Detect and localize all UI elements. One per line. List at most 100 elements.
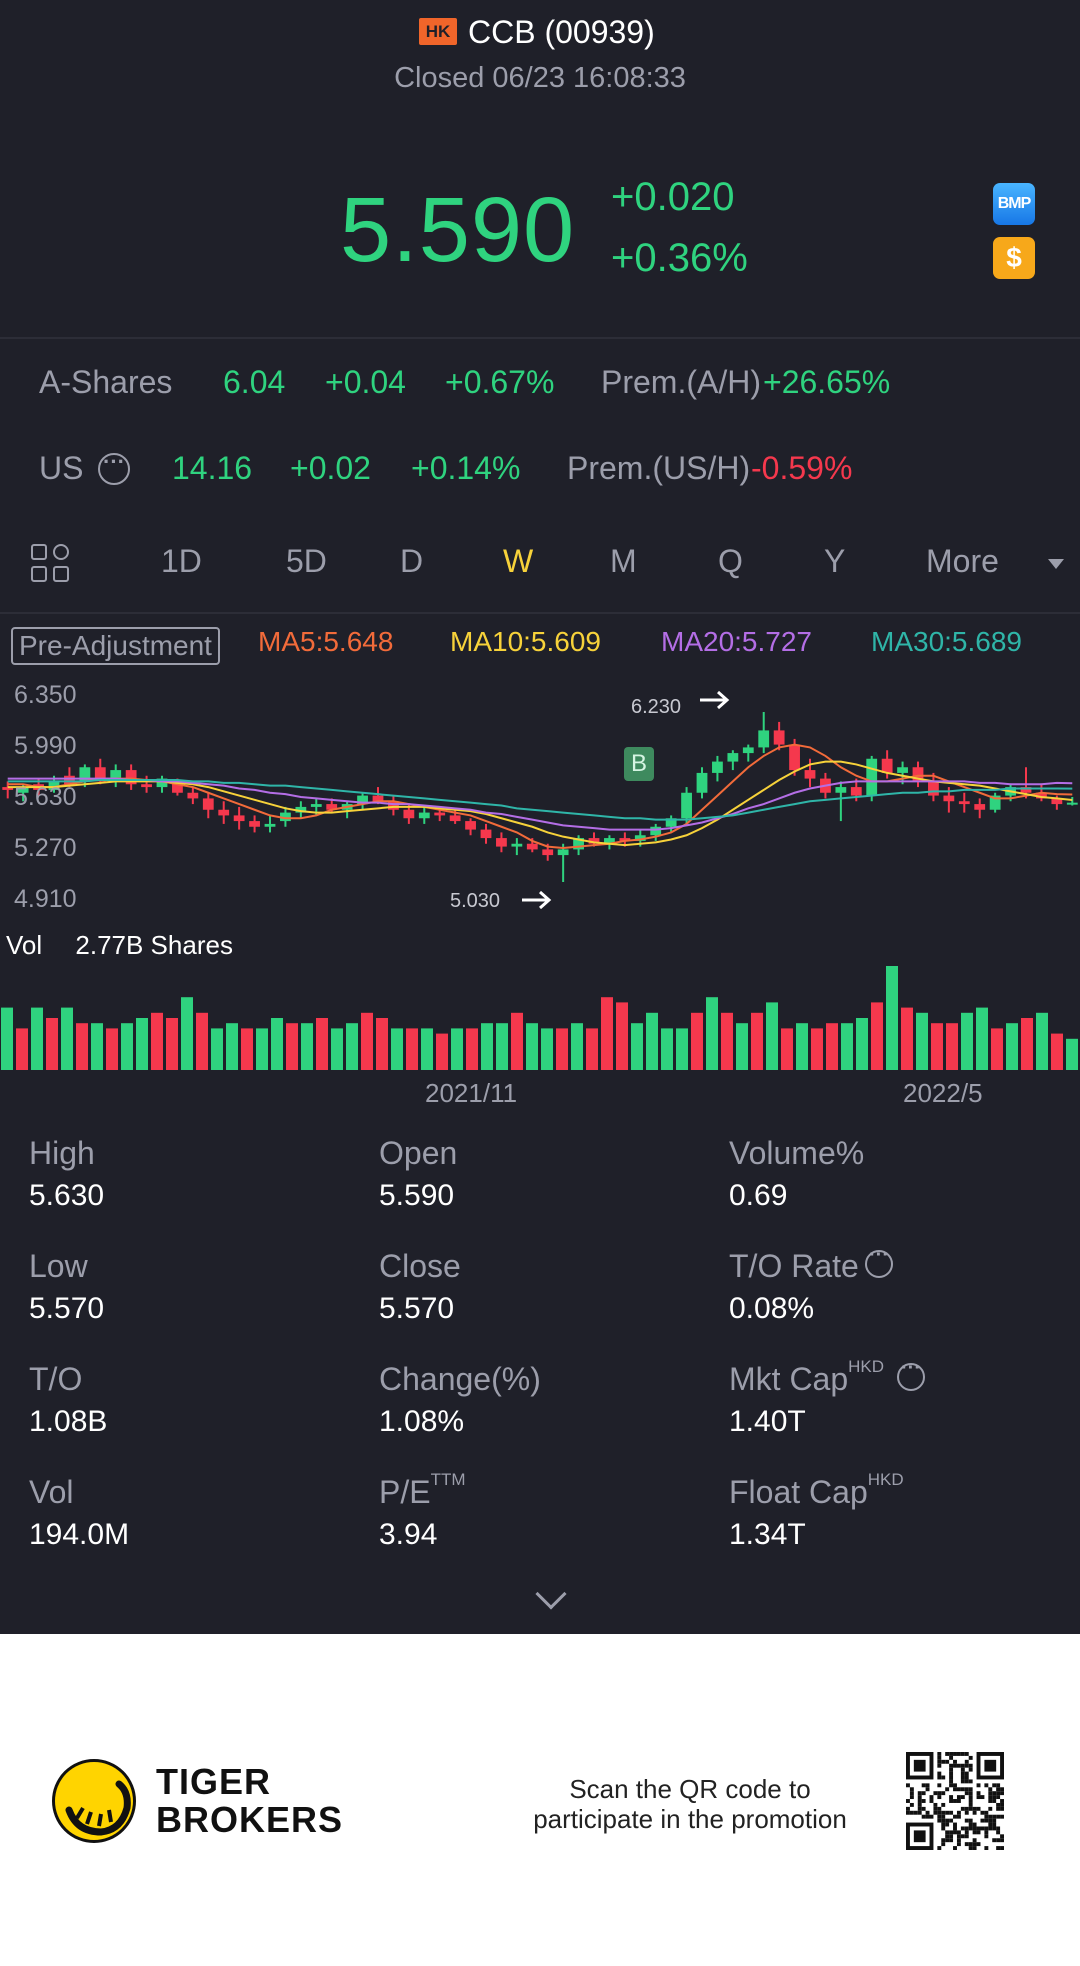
candle-body — [326, 804, 338, 810]
us-h-premium: -0.59% — [751, 450, 853, 486]
qr-module — [937, 1846, 942, 1850]
volume-bar — [136, 1018, 148, 1070]
qr-module — [960, 1752, 965, 1756]
qr-module — [933, 1806, 938, 1811]
volume-bar — [706, 997, 718, 1070]
qr-module — [964, 1842, 969, 1847]
tab-w[interactable]: W — [503, 543, 534, 579]
qr-module — [988, 1826, 993, 1831]
candle-body — [64, 775, 75, 785]
volume-bar — [646, 1012, 658, 1070]
grid-icon[interactable] — [31, 544, 71, 584]
candle-body — [156, 778, 168, 788]
volume-bar — [1066, 1038, 1078, 1070]
qr-module — [984, 1814, 989, 1819]
candle-body — [233, 815, 245, 822]
candle-body — [665, 818, 677, 827]
volume-bar — [316, 1018, 328, 1070]
qr-module — [945, 1752, 950, 1756]
tab-5d[interactable]: 5D — [286, 543, 327, 579]
volume-bar — [841, 1023, 853, 1070]
qr-module — [972, 1810, 977, 1815]
qr-module — [953, 1830, 957, 1835]
qr-module — [992, 1783, 997, 1788]
stat-label-turnover: T/O — [29, 1361, 83, 1397]
qr-module — [949, 1783, 954, 1788]
qr-module — [960, 1775, 965, 1780]
dollar-icon[interactable]: $ — [993, 237, 1035, 279]
candle-body — [542, 849, 554, 856]
qr-module — [976, 1795, 981, 1800]
qr-module — [972, 1822, 977, 1827]
divider — [0, 612, 1080, 614]
qr-module — [964, 1779, 969, 1784]
qr-module — [921, 1791, 926, 1796]
qr-module — [960, 1826, 965, 1831]
y-tick-label: 5.990 — [14, 732, 77, 760]
qr-module — [925, 1810, 930, 1815]
price-change-percent: +0.36% — [611, 236, 748, 280]
qr-module — [984, 1810, 989, 1815]
tab-m[interactable]: M — [610, 543, 637, 579]
candle-body — [310, 804, 322, 807]
candle-body — [141, 784, 152, 788]
us-h-premium-label: Prem.(US/H) — [567, 450, 751, 486]
qr-module — [949, 1767, 954, 1772]
qr-module — [960, 1779, 965, 1784]
qr-module — [913, 1759, 926, 1772]
qr-module — [937, 1818, 942, 1823]
candle-body — [187, 792, 199, 799]
qr-module — [984, 1826, 989, 1831]
candle-body — [727, 753, 739, 762]
volume-bar — [676, 1028, 688, 1070]
volume-bar — [871, 1002, 883, 1070]
qr-module — [917, 1802, 922, 1807]
qr-module — [937, 1752, 942, 1756]
kline-chart[interactable] — [0, 670, 1080, 1090]
tab-1d[interactable]: 1D — [161, 543, 202, 579]
stat-value-volume-percent: 0.69 — [729, 1179, 788, 1212]
bmp-icon[interactable]: BMP — [993, 183, 1035, 225]
qr-module — [941, 1842, 946, 1847]
ma10-line — [7, 760, 1073, 847]
qr-module — [1000, 1799, 1004, 1803]
chevron-down-icon[interactable] — [1048, 559, 1064, 569]
volume-bar — [946, 1023, 958, 1070]
volume-bar — [796, 1023, 808, 1070]
stat-label-volume-percent: Volume% — [729, 1135, 865, 1171]
qr-module — [941, 1810, 946, 1815]
qr-module — [976, 1791, 981, 1796]
info-icon[interactable] — [897, 1357, 925, 1391]
qr-module — [996, 1814, 1001, 1819]
info-icon[interactable] — [865, 1244, 893, 1278]
qr-module — [972, 1846, 977, 1850]
qr-module — [988, 1818, 993, 1823]
tab-q[interactable]: Q — [718, 543, 743, 579]
tab-more[interactable]: More — [926, 543, 999, 579]
qr-module — [945, 1818, 950, 1823]
qr-module — [968, 1767, 973, 1772]
qr-module — [968, 1763, 973, 1768]
qr-module — [968, 1791, 973, 1796]
pre-adjustment-button[interactable]: Pre-Adjustment — [11, 627, 220, 665]
qr-module — [929, 1814, 934, 1819]
chevron-down-icon[interactable] — [535, 1578, 567, 1610]
tab-y[interactable]: Y — [824, 543, 846, 579]
more-info-icon[interactable] — [98, 449, 130, 485]
qr-module — [964, 1818, 969, 1823]
stat-label-market-cap: Mkt CapHKD — [729, 1357, 885, 1397]
qr-module — [1000, 1787, 1004, 1792]
qr-code[interactable] — [906, 1752, 1004, 1850]
candle-body — [48, 781, 60, 790]
volume-bar — [406, 1028, 418, 1070]
qr-module — [953, 1783, 957, 1788]
qr-module — [937, 1759, 942, 1764]
volume-bar — [511, 1012, 523, 1070]
a-shares-label: A-Shares — [39, 364, 173, 400]
qr-module — [921, 1806, 926, 1811]
volume-bar — [181, 997, 193, 1070]
buy-marker-badge[interactable]: B — [624, 747, 654, 781]
tab-d[interactable]: D — [400, 543, 424, 579]
qr-module — [968, 1822, 973, 1827]
qr-module — [949, 1830, 954, 1835]
